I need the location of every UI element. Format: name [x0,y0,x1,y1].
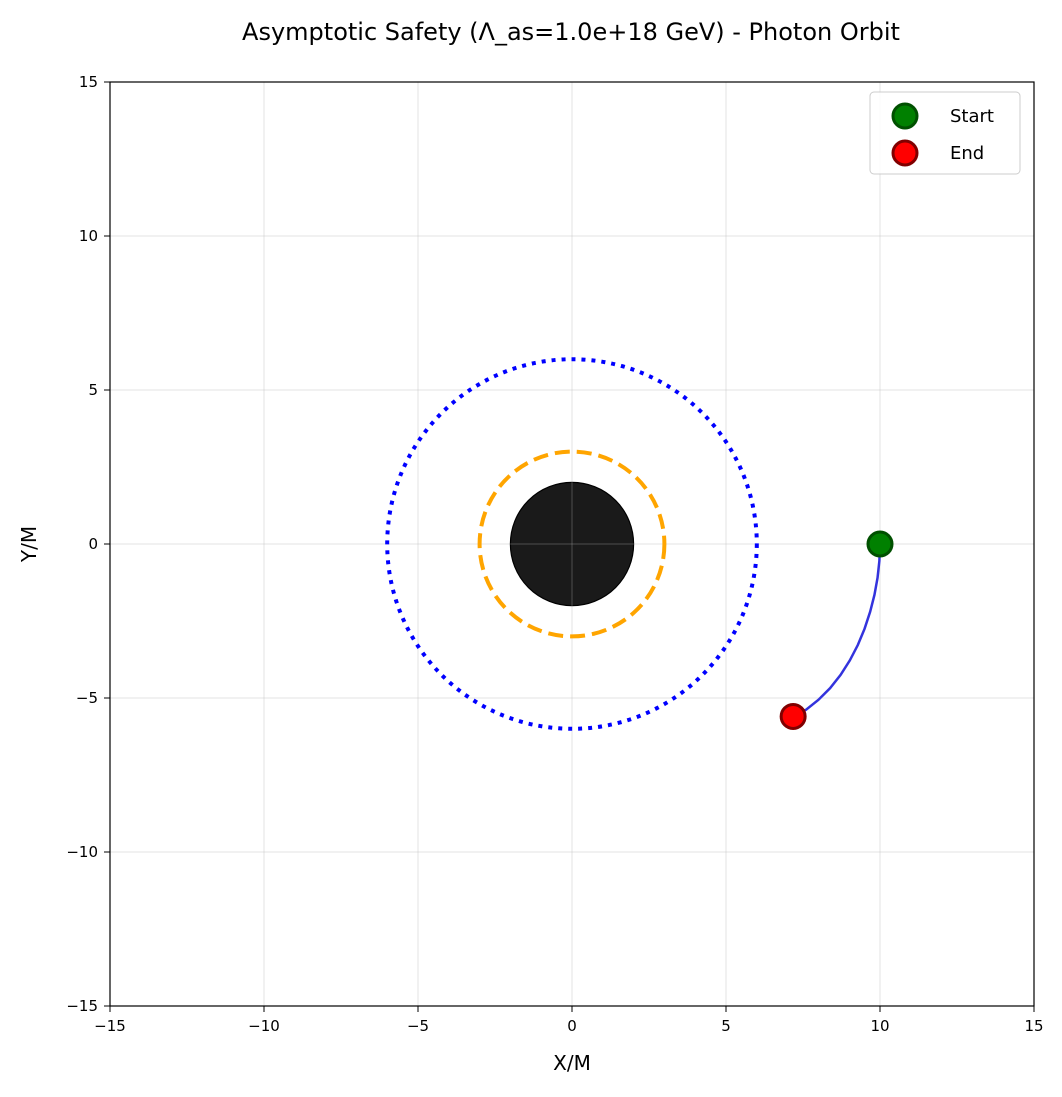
end-marker [779,702,807,730]
x-tick-label: 15 [1024,1017,1043,1035]
y-tick-label: 10 [79,227,98,245]
legend-end-label: End [950,143,984,164]
y-tick-label: 15 [79,73,98,91]
legend-start-marker [891,102,919,130]
legend-start-label: Start [950,106,994,127]
legend-end-marker [891,139,919,167]
x-tick-label: 0 [567,1017,577,1035]
y-axis-label: Y/M [17,526,41,563]
photon-sphere-circle [477,449,667,639]
y-tick-label: 5 [88,381,98,399]
plot-layer [385,357,894,731]
isco-circle [385,357,759,731]
y-tick-label: −15 [66,997,98,1015]
photon-trajectory [792,543,882,718]
x-tick-label: −5 [407,1017,429,1035]
x-tick-label: −15 [94,1017,126,1035]
legend: Start End [869,91,1021,175]
chart-title: Asymptotic Safety (Λ_as=1.0e+18 GeV) - P… [242,18,900,46]
tick-layer: −15 −10 −5 0 5 10 15 −15 −10 −5 0 5 10 15 [66,73,1043,1035]
y-tick-label: 0 [88,535,98,553]
event-horizon [509,481,635,607]
x-tick-label: 10 [870,1017,889,1035]
start-marker [866,530,894,558]
x-tick-label: −10 [248,1017,280,1035]
x-axis-label: X/M [553,1051,591,1075]
x-tick-label: 5 [721,1017,731,1035]
y-tick-label: −5 [76,689,98,707]
grid-layer [110,82,1034,1006]
legend-box [869,91,1021,175]
y-tick-label: −10 [66,843,98,861]
